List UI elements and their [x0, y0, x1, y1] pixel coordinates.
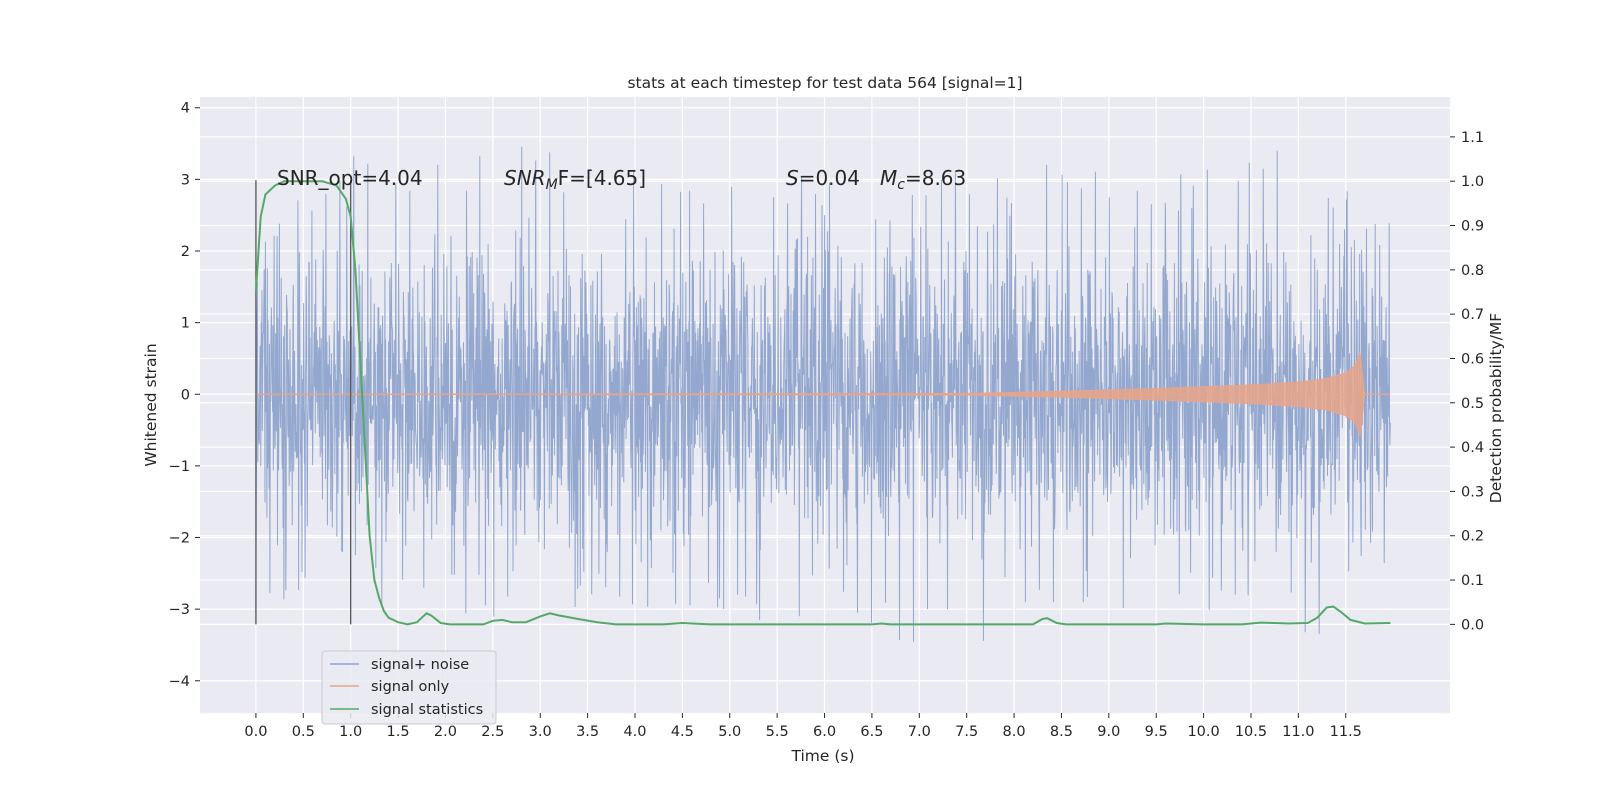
- y-tick-label: 0: [181, 387, 190, 403]
- annotation-snr-mf: SNRMF=[4.65]: [504, 166, 646, 193]
- x-tick-label: 11.5: [1330, 724, 1362, 740]
- y-tick-label: 1: [181, 316, 190, 332]
- data-layer: [254, 146, 1391, 642]
- x-tick-label: 10.0: [1187, 724, 1219, 740]
- legend-label-signal-noise: signal+ noise: [371, 657, 469, 673]
- y-right-tick-label: 0.4: [1461, 440, 1484, 456]
- x-tick-label: 5.0: [718, 724, 741, 740]
- y-right-tick-label: 0.0: [1461, 617, 1484, 633]
- y-right-tick-label: 1.0: [1461, 174, 1484, 190]
- y-tick-label: −2: [169, 531, 190, 547]
- x-tick-label: 10.5: [1235, 724, 1267, 740]
- x-tick-label: 8.0: [1003, 724, 1026, 740]
- x-tick-label: 7.0: [908, 724, 931, 740]
- x-tick-label: 3.0: [529, 724, 552, 740]
- annotation-mc: Mc=8.63: [880, 166, 966, 193]
- annotation-mc-sub: c: [897, 177, 905, 193]
- legend-label-signal-statistics: signal statistics: [371, 702, 483, 718]
- y-tick-label: −4: [169, 674, 190, 690]
- y-tick-label: −3: [169, 602, 190, 618]
- annotation-snr-mf-f: F=[4.65]: [558, 166, 646, 190]
- x-tick-label: 6.5: [860, 724, 883, 740]
- x-tick-label: 4.0: [623, 724, 646, 740]
- x-tick-label: 7.5: [955, 724, 978, 740]
- x-tick-label: 8.5: [1050, 724, 1073, 740]
- legend: signal+ noise signal only signal statist…: [321, 650, 497, 725]
- annotations: SNR_opt=4.04 SNRMF=[4.65] S=0.04 Mc=8.63: [277, 166, 966, 193]
- annotation-s: S=0.04: [786, 166, 860, 190]
- x-tick-label: 2.5: [481, 724, 504, 740]
- y-tick-label: 4: [181, 101, 190, 117]
- y-right-tick-label: 0.6: [1461, 351, 1484, 367]
- annotation-s-label: S: [786, 166, 799, 190]
- y-right-tick-label: 0.3: [1461, 484, 1484, 500]
- annotation-snr-mf-label: SNR: [504, 166, 546, 190]
- series-signal-statistics-line: [254, 180, 1391, 626]
- x-tick-label: 1.0: [339, 724, 362, 740]
- y-right-tick-label: 0.8: [1461, 263, 1484, 279]
- y-right-tick-label: 0.7: [1461, 307, 1484, 323]
- y-right-tick-label: 0.2: [1461, 529, 1484, 545]
- y-tick-label: 2: [181, 244, 190, 260]
- axes: 0.0 0.5 1.0 1.5 2.0 2.5 3.0 3.5 4.0 4.5 5.0 5.5 6.0 6…: [169, 101, 1484, 740]
- y-right-tick-label: 1.1: [1461, 130, 1484, 146]
- annotation-snr-mf-sub: M: [546, 177, 558, 193]
- y-right-tick-label: 0.5: [1461, 396, 1484, 412]
- x-tick-label: 6.0: [813, 724, 836, 740]
- x-tick-label: 0.5: [292, 724, 315, 740]
- x-tick-label: 11.0: [1282, 724, 1314, 740]
- series-signal-noise-line: [255, 146, 1391, 642]
- annotation-snr-mf-rest: F=[4.65]: [558, 166, 646, 190]
- annotation-mc-value: =8.63: [905, 166, 966, 190]
- y-right-tick-label: 0.1: [1461, 573, 1484, 589]
- chart-title: stats at each timestep for test data 564…: [627, 74, 1022, 92]
- legend-box: [321, 650, 497, 725]
- x-tick-label: 3.5: [576, 724, 599, 740]
- annotation-mc-label: M: [880, 166, 897, 190]
- annotation-snr-opt: SNR_opt=4.04: [277, 166, 423, 190]
- y-axis-label: Whitened strain: [142, 343, 160, 466]
- x-axis-label: Time (s): [790, 747, 854, 765]
- y-tick-label: −1: [169, 459, 190, 475]
- y-axis-right-label: Detection probability/MF: [1487, 313, 1505, 504]
- x-tick-label: 9.5: [1145, 724, 1168, 740]
- x-tick-label: 2.0: [434, 724, 457, 740]
- y-right-tick-label: 0.9: [1461, 219, 1484, 235]
- y-tick-label: 3: [181, 172, 190, 188]
- annotation-s-value: =0.04: [799, 166, 860, 190]
- x-tick-label: 0.0: [244, 724, 267, 740]
- x-tick-label: 9.0: [1097, 724, 1120, 740]
- x-tick-label: 1.5: [387, 724, 410, 740]
- legend-label-signal-only: signal only: [371, 679, 450, 695]
- x-tick-label: 4.5: [671, 724, 694, 740]
- x-tick-label: 5.5: [766, 724, 789, 740]
